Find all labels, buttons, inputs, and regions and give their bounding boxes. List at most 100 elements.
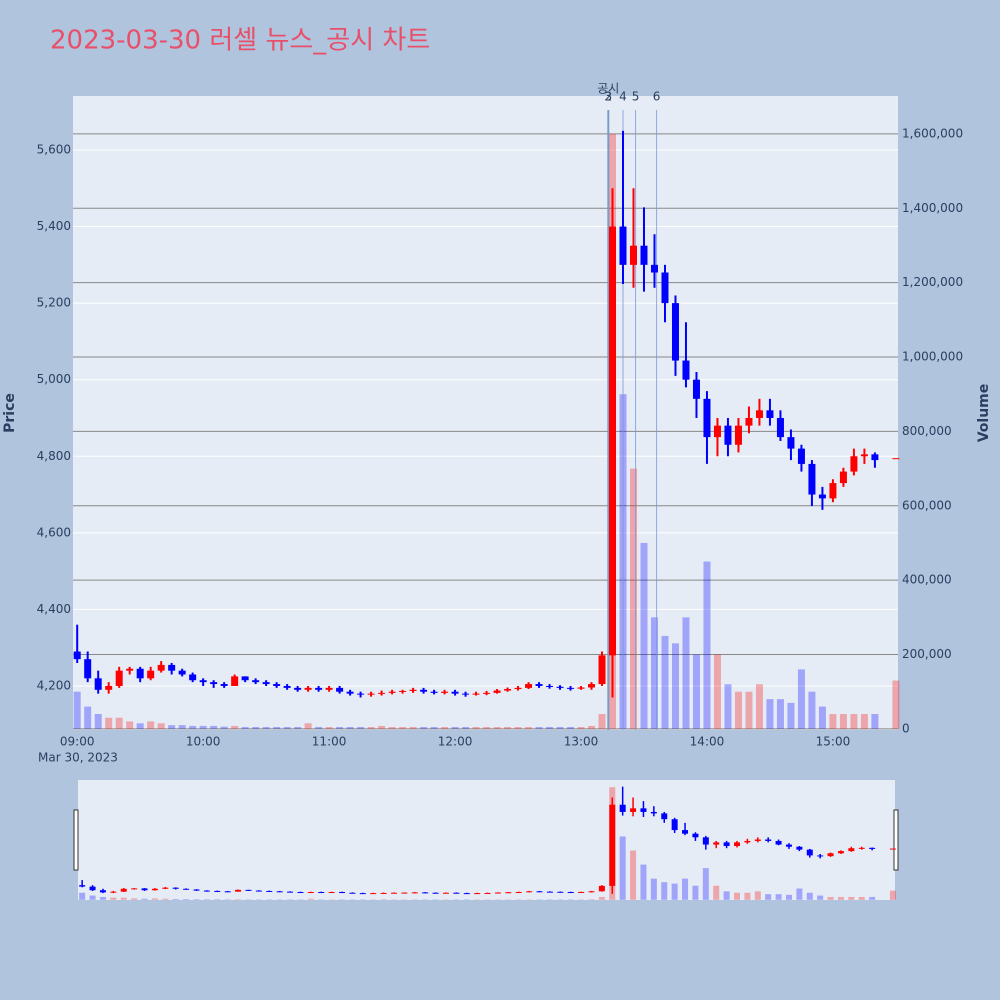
volume-bar bbox=[556, 727, 564, 729]
candle-body bbox=[346, 691, 354, 694]
mini-candle-body bbox=[276, 891, 283, 893]
candle-body bbox=[556, 686, 564, 688]
volume-bar bbox=[577, 727, 585, 729]
mini-volume-bar bbox=[817, 895, 824, 900]
mini-candle-body bbox=[837, 851, 844, 854]
mini-candle-body bbox=[297, 892, 304, 894]
candle-body bbox=[808, 463, 816, 495]
mini-volume-bar bbox=[765, 894, 772, 900]
mini-candle-body bbox=[183, 888, 190, 890]
volume-bar bbox=[797, 669, 805, 729]
mini-volume-bar bbox=[640, 864, 647, 900]
volume-bar bbox=[399, 727, 407, 729]
volume-bar bbox=[451, 727, 459, 729]
volume-bar bbox=[325, 727, 333, 729]
mini-volume-bar bbox=[785, 894, 792, 900]
y2-tick-label: 1,600,000 bbox=[902, 126, 963, 140]
volume-bar bbox=[220, 726, 228, 729]
mini-volume-bar bbox=[162, 898, 169, 900]
mini-volume-bar bbox=[214, 899, 221, 900]
volume-bar bbox=[84, 706, 92, 729]
mini-candle-body bbox=[526, 891, 533, 893]
candle-body bbox=[367, 693, 375, 695]
mini-candle-body bbox=[141, 888, 148, 891]
mini-volume-bar bbox=[889, 890, 896, 900]
volume-bar bbox=[692, 654, 700, 729]
range-slider[interactable] bbox=[78, 780, 895, 900]
volume-bar bbox=[231, 725, 239, 729]
candle-body bbox=[567, 687, 575, 689]
mini-volume-bar bbox=[869, 896, 876, 900]
mini-candle-body bbox=[390, 892, 397, 894]
candle-body bbox=[189, 674, 197, 681]
event-label: 4 bbox=[619, 90, 627, 104]
mini-volume-bar bbox=[661, 882, 668, 900]
candle-body bbox=[136, 668, 144, 679]
volume-bar bbox=[126, 721, 134, 729]
slider-handle[interactable] bbox=[73, 809, 79, 871]
x-tick-label: 10:00 bbox=[186, 735, 221, 749]
volume-bar bbox=[273, 727, 281, 729]
mini-volume-bar bbox=[848, 896, 855, 900]
y2-tick-label: 600,000 bbox=[902, 498, 952, 512]
volume-bar bbox=[650, 617, 658, 729]
volume-bar bbox=[671, 643, 679, 729]
event-label: 공시 bbox=[597, 82, 619, 96]
volume-bar bbox=[105, 717, 113, 729]
plot-area bbox=[73, 96, 898, 730]
candle-body bbox=[839, 471, 847, 484]
volume-bar bbox=[724, 684, 732, 729]
volume-bar bbox=[147, 721, 155, 729]
candle-body bbox=[94, 678, 102, 690]
candle-body bbox=[462, 693, 470, 695]
candle-body bbox=[84, 659, 92, 679]
volume-bar bbox=[252, 727, 260, 729]
volume-bar bbox=[514, 727, 522, 729]
mini-candle-body bbox=[318, 892, 325, 894]
x-tick-label: 12:00 bbox=[438, 735, 473, 749]
volume-bar bbox=[850, 714, 858, 729]
candle-body bbox=[73, 651, 81, 660]
mini-volume-bar bbox=[99, 896, 106, 900]
candle-body bbox=[231, 676, 239, 686]
volume-bar bbox=[420, 727, 428, 729]
mini-candle-body bbox=[567, 892, 574, 894]
mini-candle-body bbox=[723, 842, 730, 847]
volume-bar bbox=[241, 727, 249, 729]
mini-candle-body bbox=[224, 891, 231, 893]
volume-bar bbox=[829, 714, 837, 729]
volume-bar bbox=[168, 725, 176, 729]
mini-candle-body bbox=[775, 840, 782, 845]
volume-bar bbox=[430, 727, 438, 729]
candle-body bbox=[650, 264, 658, 273]
volume-bar bbox=[283, 727, 291, 729]
mini-candle-body bbox=[172, 887, 179, 889]
mini-candle-body bbox=[702, 837, 709, 845]
mini-volume-bar bbox=[79, 892, 86, 900]
mini-candle-body bbox=[89, 886, 96, 891]
slider-handle[interactable] bbox=[893, 809, 899, 871]
volume-bar bbox=[682, 617, 690, 729]
candle-body bbox=[546, 685, 554, 687]
candle-body bbox=[703, 398, 711, 438]
mini-candle-body bbox=[765, 839, 772, 841]
volume-bar bbox=[525, 727, 533, 729]
mini-volume-bar bbox=[650, 878, 657, 900]
volume-bar bbox=[462, 727, 470, 729]
volume-bar bbox=[315, 727, 323, 729]
mini-candle-body bbox=[120, 888, 127, 892]
y2-tick-label: 1,200,000 bbox=[902, 275, 963, 289]
candle-body bbox=[535, 684, 543, 686]
candle-body bbox=[336, 687, 344, 692]
mini-candle-body bbox=[806, 849, 813, 856]
candle-body bbox=[776, 417, 784, 438]
mini-candle-body bbox=[619, 804, 626, 812]
volume-bar bbox=[661, 635, 669, 729]
mini-candle-body bbox=[463, 893, 470, 895]
candle-body bbox=[304, 687, 312, 690]
candle-body bbox=[892, 458, 900, 460]
candle-body bbox=[671, 303, 679, 361]
y-tick-label: 5,000 bbox=[37, 372, 71, 386]
mini-candle-body bbox=[266, 890, 273, 892]
